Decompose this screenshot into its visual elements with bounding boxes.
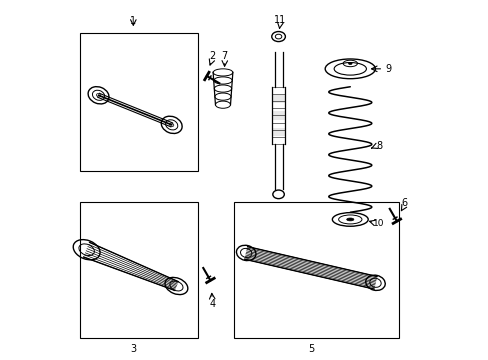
Ellipse shape — [169, 123, 173, 127]
Text: 1: 1 — [130, 17, 136, 27]
Text: 11: 11 — [274, 15, 286, 26]
Text: 7: 7 — [221, 51, 227, 61]
Text: 2: 2 — [209, 51, 215, 61]
Ellipse shape — [348, 62, 351, 64]
Text: 4: 4 — [209, 299, 215, 309]
Ellipse shape — [96, 94, 101, 97]
Ellipse shape — [346, 218, 353, 221]
Bar — [80, 202, 198, 338]
Text: 8: 8 — [375, 141, 381, 151]
Text: 9: 9 — [384, 64, 390, 74]
Text: 3: 3 — [130, 344, 136, 354]
Bar — [233, 202, 398, 338]
Text: 6: 6 — [400, 198, 407, 208]
Text: 5: 5 — [307, 344, 313, 354]
Bar — [80, 33, 198, 171]
Text: 10: 10 — [372, 219, 384, 228]
